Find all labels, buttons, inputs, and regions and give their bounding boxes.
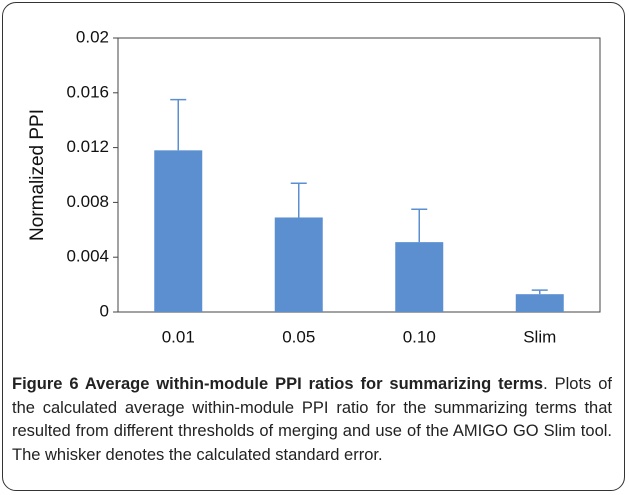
x-tick-label: 0.05 bbox=[282, 327, 315, 346]
y-tick-label: 0.016 bbox=[66, 82, 109, 101]
caption-text: . Plots of the calculated average within… bbox=[12, 375, 613, 464]
bar bbox=[154, 150, 203, 312]
y-tick-label: 0.02 bbox=[76, 27, 109, 46]
caption: Figure 6 Average within-module PPI ratio… bbox=[12, 373, 612, 467]
x-tick-label: 0.01 bbox=[162, 327, 195, 346]
caption-title: Figure 6 Average within-module PPI ratio… bbox=[12, 375, 544, 393]
y-tick-label: 0 bbox=[100, 301, 109, 320]
bar bbox=[515, 294, 564, 312]
x-tick-label: Slim bbox=[523, 327, 556, 346]
y-tick-label: 0.004 bbox=[66, 247, 109, 266]
frame bbox=[2, 2, 625, 491]
y-axis-label: Normalized PPI bbox=[27, 109, 48, 241]
y-tick-label: 0.012 bbox=[66, 137, 109, 156]
plot-frame bbox=[117, 37, 601, 313]
chart: Normalized PPI 0 0.004 0.008 0.012 0.016 0.02… bbox=[27, 27, 601, 346]
x-tick-label: 0.10 bbox=[403, 327, 436, 346]
bar bbox=[274, 217, 323, 312]
bar bbox=[395, 242, 444, 312]
y-tick-label: 0.008 bbox=[66, 192, 109, 211]
